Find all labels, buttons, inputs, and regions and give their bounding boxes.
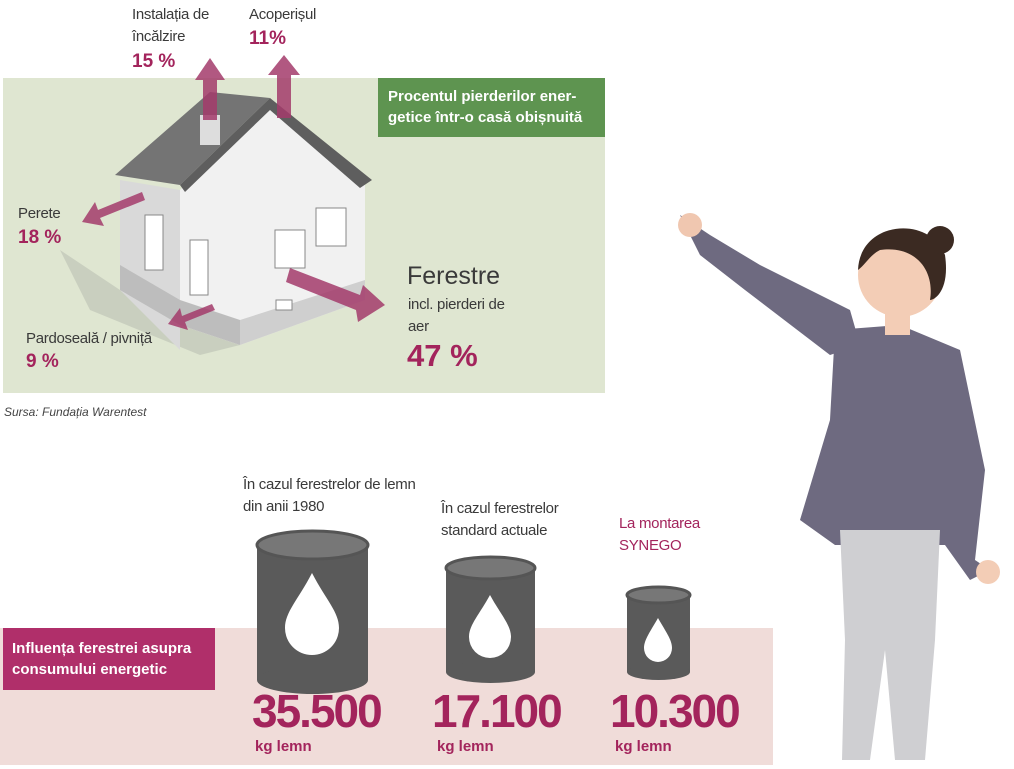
- scenario-label: În cazul ferestrelor de lemn din anii 19…: [243, 476, 416, 515]
- loss-label: Ferestre: [407, 262, 501, 290]
- consumption-unit: kg lemn: [437, 738, 494, 755]
- consumption-unit: kg lemn: [615, 738, 672, 755]
- consumption-title: Influența ferestrei asupra consumului en…: [12, 640, 192, 678]
- consumption-value: 35.500: [252, 685, 383, 737]
- loss-sublabel: incl. pierderi de aer: [408, 296, 505, 335]
- consumption-unit: kg lemn: [255, 738, 312, 755]
- loss-value: 9 %: [26, 351, 59, 372]
- loss-value: 11%: [249, 28, 286, 49]
- consumption-value: 10.300: [610, 685, 741, 737]
- loss-value: 18 %: [18, 227, 62, 248]
- scenario-label: În cazul ferestrelor standard actuale: [441, 500, 559, 539]
- loss-label: Acoperișul: [249, 6, 317, 23]
- losses-title: Procentul pierderilor ener- getice într-…: [388, 86, 582, 128]
- loss-label: Pardoseală / pivniță: [26, 330, 152, 347]
- scenario-label: La montarea SYNEGO: [619, 515, 700, 554]
- loss-value: 47 %: [407, 338, 478, 373]
- loss-value: 15 %: [132, 51, 176, 72]
- barrels: [255, 529, 692, 694]
- consumption-value: 17.100: [432, 685, 563, 737]
- title-line: getice într-o casă obișnuită: [388, 109, 583, 126]
- loss-arrows: [82, 55, 385, 330]
- girl-illustration: [678, 213, 1000, 760]
- title-line: Procentul pierderilor ener-: [388, 88, 577, 105]
- loss-label: Instalația de încălzire: [132, 6, 209, 45]
- loss-label: Perete: [18, 205, 61, 222]
- losses-title-box: [378, 78, 605, 137]
- consumption-title-box: [3, 628, 215, 690]
- source: Sursa: Fundația Warentest: [4, 405, 147, 419]
